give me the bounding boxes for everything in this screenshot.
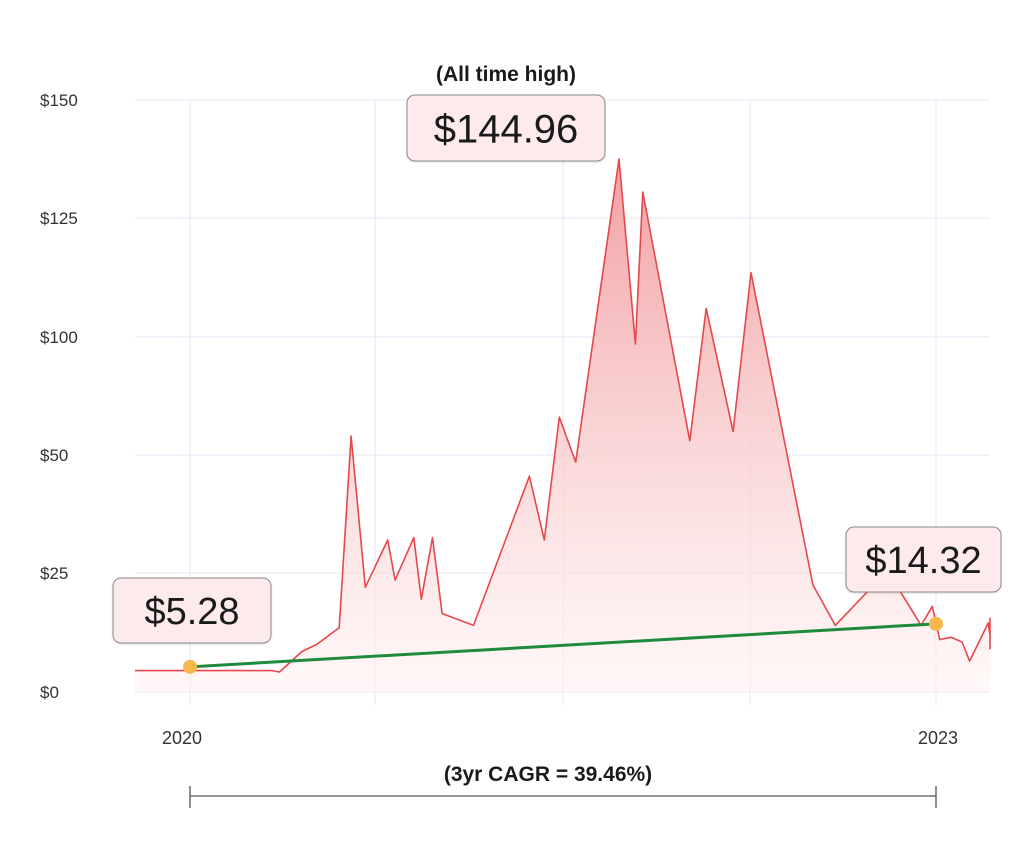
x-tick-label: 2023 — [918, 728, 958, 748]
y-tick-label: $150 — [40, 91, 78, 110]
start-point-marker — [183, 659, 197, 674]
price-line — [135, 158, 991, 673]
start-value-callout-box — [112, 577, 272, 644]
x-axis-ticks: 2020 2023 — [162, 728, 958, 748]
y-tick-label: $0 — [40, 683, 59, 702]
trend-line-group — [183, 616, 943, 674]
end-point-marker — [929, 616, 943, 631]
callouts: $5.28 $14.32 $144.96 (All time high) — [112, 63, 1002, 644]
y-axis-ticks: $0 $25 $50 $100 $125 $150 — [40, 91, 78, 702]
peak-value-callout-label: $144.96 — [434, 107, 579, 151]
cagr-bracket: (3yr CAGR = 39.46%) — [189, 763, 937, 808]
start-value-callout: $5.28 — [112, 577, 272, 644]
start-value-callout-label: $5.28 — [144, 591, 239, 633]
end-value-callout: $14.32 — [845, 526, 1002, 593]
cagr-label: (3yr CAGR = 39.46%) — [444, 763, 652, 786]
y-tick-label: $50 — [40, 446, 68, 465]
area-series — [135, 158, 991, 692]
end-value-callout-box — [845, 526, 1002, 593]
x-tick-label: 2020 — [162, 728, 202, 748]
peak-value-callout-box — [406, 94, 606, 162]
area-fill — [135, 159, 990, 692]
y-tick-label: $125 — [40, 209, 78, 228]
cagr-trend-line — [189, 622, 937, 669]
peak-value-callout: $144.96 — [406, 94, 606, 162]
y-tick-label: $25 — [40, 564, 68, 583]
peak-caption: (All time high) — [436, 63, 576, 86]
y-tick-label: $100 — [40, 328, 78, 347]
end-value-callout-label: $14.32 — [865, 540, 981, 582]
